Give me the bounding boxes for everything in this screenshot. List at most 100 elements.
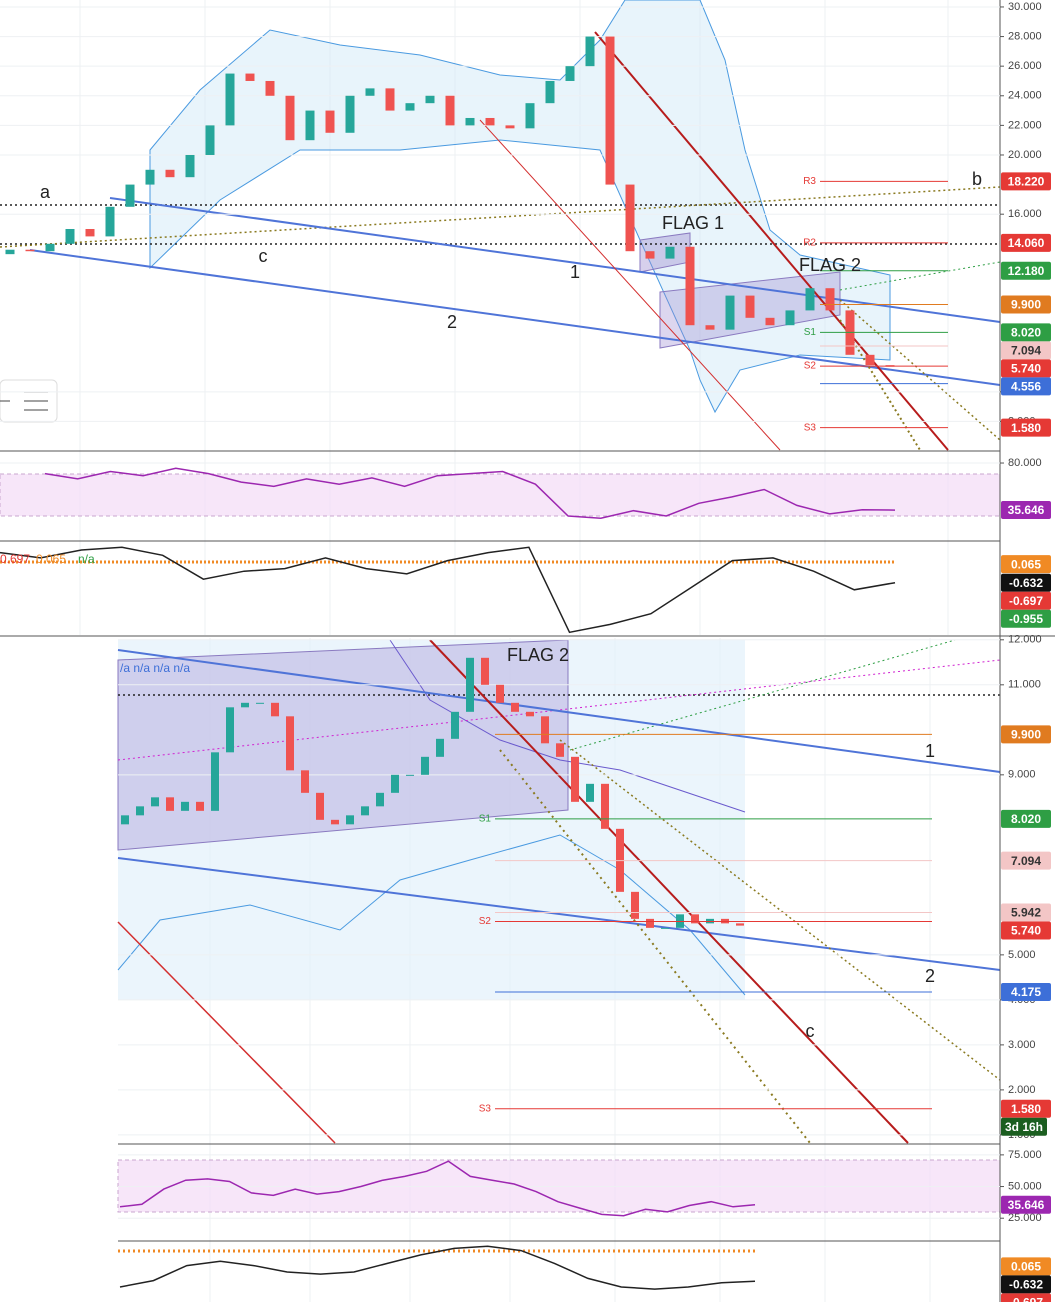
candle (241, 702, 249, 708)
level-name: S1 (479, 814, 492, 825)
price-tag (1001, 903, 1051, 922)
annotation: 1 (570, 262, 580, 282)
candle (631, 891, 639, 919)
annotation: FLAG 1 (662, 213, 724, 233)
candle (425, 95, 435, 104)
candle (451, 711, 459, 739)
y-tick-label: 25.000 (1008, 1212, 1042, 1224)
price-tag (1001, 1099, 1051, 1118)
candle (105, 206, 115, 237)
candle (526, 711, 534, 717)
y-tick-label: 9.000 (1008, 769, 1036, 781)
candle (481, 657, 489, 685)
candle (485, 117, 495, 126)
candle (646, 918, 654, 928)
candle (265, 80, 275, 96)
candle (271, 702, 279, 717)
price-tag (1001, 501, 1051, 520)
price-tag (1001, 341, 1051, 360)
candle (125, 184, 135, 207)
candle (406, 774, 414, 776)
price-tag (1001, 1275, 1051, 1294)
candle (736, 923, 744, 926)
candle (645, 251, 655, 259)
trend-line-c (429, 639, 909, 1144)
candle (625, 184, 635, 252)
price-tag-label: 1.580 (1011, 1102, 1041, 1116)
y-tick-label: 26.000 (1008, 60, 1042, 72)
candle (145, 169, 155, 185)
candle (865, 354, 875, 366)
price-tag-label: 0.065 (1011, 1259, 1041, 1273)
annotation: c (806, 1021, 815, 1041)
candle (691, 914, 699, 924)
trend-line-b (0, 186, 1001, 248)
candle (331, 819, 339, 825)
candle (661, 927, 669, 929)
price-tag (1001, 261, 1051, 280)
candle (601, 783, 609, 829)
level-name: S1 (804, 327, 817, 338)
bollinger-band (149, 0, 891, 414)
candle (785, 310, 795, 326)
trend-line-c (594, 31, 949, 451)
price-tag (1001, 591, 1051, 610)
trend-line-1 (117, 649, 1001, 773)
candle (346, 815, 354, 825)
y-tick-label: 24.000 (1008, 90, 1042, 102)
countdown-label: 3d 16h (1005, 1120, 1043, 1134)
toolbar-button[interactable] (0, 379, 58, 423)
price-tag-label: 5.740 (1011, 361, 1041, 375)
price-tag-label: 1.580 (1011, 421, 1041, 435)
candle (665, 246, 675, 259)
candle (421, 756, 429, 775)
price-tag (1001, 359, 1051, 378)
candle (511, 702, 519, 712)
candle (496, 684, 504, 703)
candle (745, 295, 755, 318)
price-tag-label: 5.942 (1011, 906, 1041, 920)
price-tag (1001, 323, 1051, 342)
candle (405, 103, 415, 111)
price-tag-label: 8.020 (1011, 812, 1041, 826)
candle (25, 249, 35, 252)
indicator-line (119, 1245, 756, 1290)
rsi-band (117, 1159, 1001, 1213)
price-tag (1001, 851, 1051, 870)
price-tag-label: 12.180 (1008, 264, 1045, 278)
bollinger-band (118, 640, 745, 1000)
price-tag-label: -0.632 (1009, 1277, 1043, 1291)
dotted-trend (839, 261, 1001, 291)
candle (245, 73, 255, 81)
dotted-trend (839, 299, 1001, 441)
y-tick-label: 11.000 (1008, 679, 1041, 691)
price-tag-label: -0.632 (1009, 576, 1043, 590)
candle (705, 325, 715, 330)
price-tag (1001, 725, 1051, 744)
candle (466, 657, 474, 712)
candle (185, 154, 195, 178)
candle (211, 752, 219, 811)
y-tick-label: 28.000 (1008, 30, 1042, 42)
annotation: 1 (925, 741, 935, 761)
candle (385, 88, 395, 111)
price-tag (1001, 418, 1051, 437)
level-name: R3 (803, 176, 816, 187)
trend-line-2 (29, 249, 1001, 386)
indicator-line (0, 546, 896, 634)
candle (376, 792, 384, 807)
candle (121, 815, 129, 825)
level-name: S3 (479, 1103, 492, 1114)
candle (445, 95, 455, 126)
candle (325, 110, 335, 133)
price-tag-label: 0.065 (1011, 557, 1041, 571)
candle (585, 36, 595, 67)
price-tag-label: 4.556 (1011, 379, 1041, 393)
candle (685, 246, 695, 326)
price-tag (1001, 809, 1051, 828)
annotation: c (259, 246, 268, 266)
candle (286, 716, 294, 771)
